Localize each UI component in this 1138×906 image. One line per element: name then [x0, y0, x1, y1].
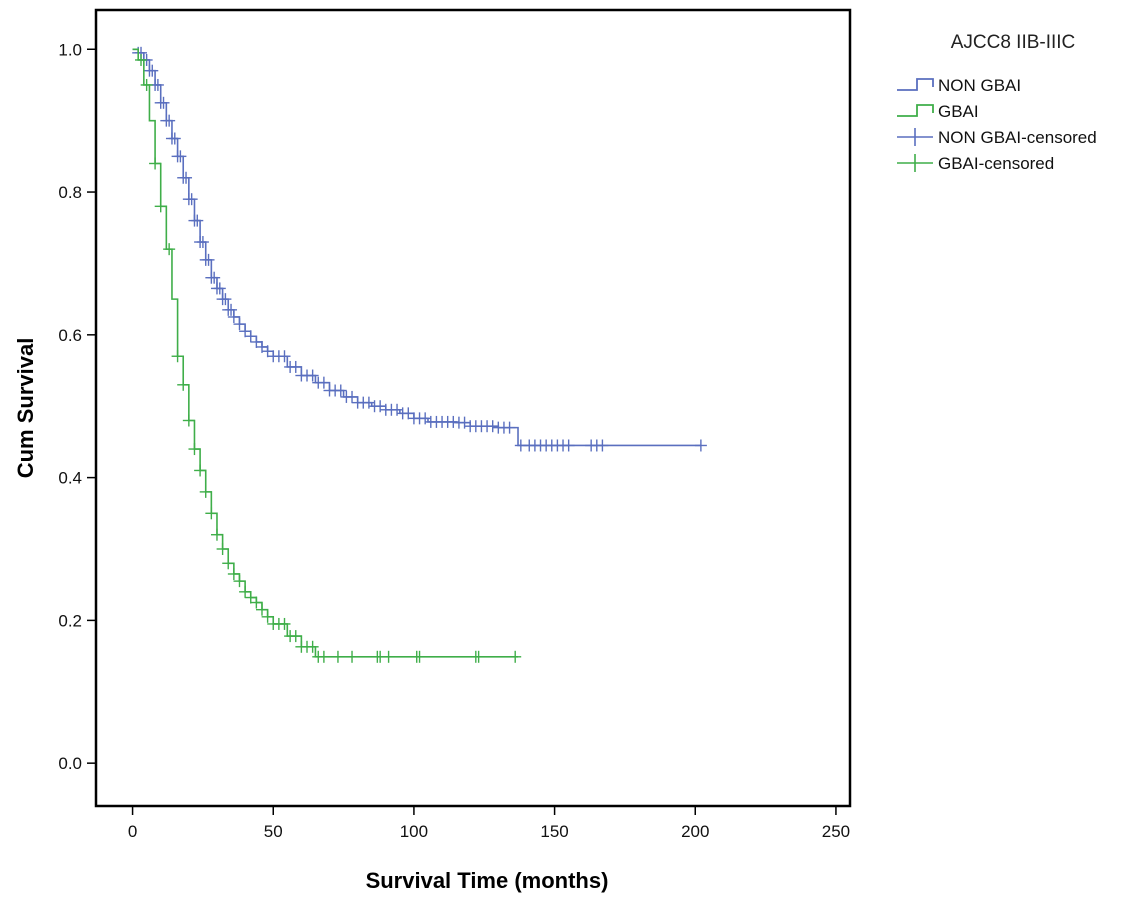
legend: AJCC8 IIB-IIIC NON GBAI GBAI NON GBAI-cens… [897, 32, 1097, 173]
censor-mark-gbai [244, 591, 257, 604]
censor-mark-non-gbai [219, 293, 232, 306]
y-tick-label: 0.6 [58, 326, 82, 345]
censor-mark-gbai [331, 650, 344, 663]
censor-mark-gbai [194, 464, 207, 477]
censor-mark-non-gbai [317, 376, 330, 389]
censor-mark-non-gbai [503, 421, 516, 434]
censor-mark-non-gbai [346, 390, 359, 403]
censor-mark-gbai [261, 610, 274, 623]
censor-mark-non-gbai [151, 78, 164, 91]
legend-label: NON GBAI [938, 76, 1021, 95]
censor-mark-non-gbai [202, 253, 215, 266]
censor-mark-gbai [239, 585, 252, 598]
censor-mark-gbai [205, 507, 218, 520]
censor-mark-gbai [177, 378, 190, 391]
legend-entry: NON GBAI [897, 76, 1021, 95]
censor-mark-non-gbai [180, 171, 193, 184]
censor-mark-gbai [509, 650, 522, 663]
legend-label: GBAI-censored [938, 154, 1054, 173]
y-tick-label: 1.0 [58, 40, 82, 59]
censor-mark-non-gbai [562, 439, 575, 452]
censor-mark-gbai [182, 414, 195, 427]
legend-censor-symbol [897, 128, 933, 146]
censor-mark-non-gbai [694, 439, 707, 452]
censor-mark-non-gbai [261, 345, 274, 358]
censor-mark-gbai [199, 485, 212, 498]
censor-mark-non-gbai [244, 330, 257, 343]
censor-mark-gbai [149, 157, 162, 170]
censor-mark-non-gbai [596, 439, 609, 452]
censor-mark-non-gbai [239, 325, 252, 338]
x-tick-label: 0 [128, 822, 137, 841]
x-tick-label: 150 [540, 822, 568, 841]
censor-mark-gbai [289, 630, 302, 643]
censor-mark-gbai [154, 200, 167, 213]
censor-mark-non-gbai [208, 271, 221, 284]
x-tick-label: 50 [264, 822, 283, 841]
censor-mark-gbai [472, 650, 485, 663]
censor-mark-gbai [382, 650, 395, 663]
censor-mark-non-gbai [213, 282, 226, 295]
censor-mark-gbai [210, 528, 223, 541]
censor-mark-non-gbai [447, 415, 460, 428]
legend-label: GBAI [938, 102, 979, 121]
censor-mark-gbai [346, 650, 359, 663]
censor-mark-gbai [413, 650, 426, 663]
x-axis-title: Survival Time (months) [366, 868, 609, 893]
legend-censor-symbol [897, 154, 933, 172]
censor-mark-gbai [278, 617, 291, 630]
censor-mark-gbai [140, 78, 153, 91]
censor-mark-gbai [255, 603, 268, 616]
censor-mark-gbai [163, 243, 176, 256]
y-tick-label: 0.4 [58, 469, 82, 488]
censor-mark-gbai [135, 53, 148, 66]
censor-mark-non-gbai [146, 64, 159, 77]
censor-mark-non-gbai [225, 303, 238, 316]
legend-entry: GBAI [897, 102, 979, 121]
censor-mark-gbai [306, 640, 319, 653]
legend-title: AJCC8 IIB-IIIC [951, 32, 1076, 53]
plot-frame [94, 8, 852, 808]
legend-entry: GBAI-censored [897, 154, 1054, 173]
y-axis-title: Cum Survival [13, 338, 38, 479]
y-tick-label: 0.0 [58, 754, 82, 773]
censor-mark-gbai [216, 542, 229, 555]
censor-mark-non-gbai [289, 360, 302, 373]
censor-mark-gbai [171, 350, 184, 363]
censor-mark-non-gbai [334, 384, 347, 397]
censor-mark-non-gbai [233, 318, 246, 331]
plot-layer [132, 46, 707, 663]
legend-entry: NON GBAI-censored [897, 128, 1097, 147]
x-tick-label: 250 [822, 822, 850, 841]
censor-mark-non-gbai [191, 214, 204, 227]
legend-step-symbol [897, 78, 934, 91]
censor-mark-gbai [250, 596, 263, 609]
y-tick-label: 0.8 [58, 183, 82, 202]
x-tick-label: 200 [681, 822, 709, 841]
censor-mark-non-gbai [196, 236, 209, 249]
ticks-layer: 0.0 0.2 0.4 0.6 0.8 1.0 0 50 100 150 200 250 [58, 40, 850, 841]
censor-mark-non-gbai [174, 150, 187, 163]
legend-label: NON GBAI-censored [938, 128, 1097, 147]
censor-mark-non-gbai [278, 350, 291, 363]
censor-mark-non-gbai [157, 96, 170, 109]
legend-step-symbol [897, 104, 934, 117]
y-tick-label: 0.2 [58, 611, 82, 630]
censor-mark-gbai [233, 575, 246, 588]
censor-mark-non-gbai [163, 114, 176, 127]
censor-mark-non-gbai [402, 407, 415, 420]
censor-mark-non-gbai [227, 310, 240, 323]
censor-mark-non-gbai [486, 420, 499, 433]
censor-mark-gbai [227, 567, 240, 580]
censor-mark-gbai [188, 443, 201, 456]
censor-mark-gbai [222, 557, 235, 570]
censor-mark-non-gbai [168, 132, 181, 145]
censor-mark-non-gbai [306, 369, 319, 382]
censor-mark-non-gbai [250, 335, 263, 348]
censor-mark-gbai [317, 650, 330, 663]
x-tick-label: 100 [400, 822, 428, 841]
censor-mark-non-gbai [185, 193, 198, 206]
